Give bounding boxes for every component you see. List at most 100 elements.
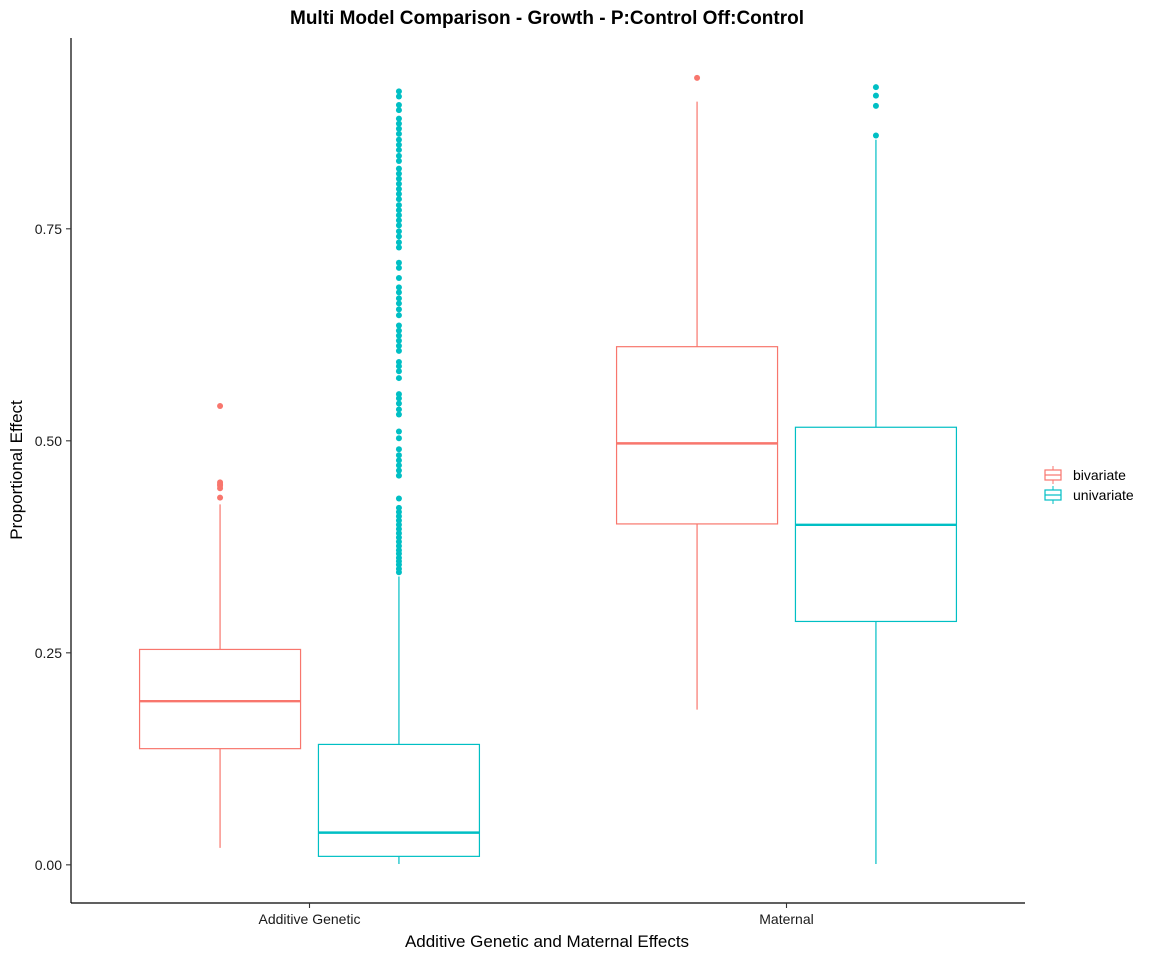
outlier-point bbox=[395, 504, 402, 511]
outlier-point bbox=[395, 467, 402, 474]
legend-item-bivariate: bivariate bbox=[1044, 466, 1126, 484]
x-axis-title: Additive Genetic and Maternal Effects bbox=[405, 932, 689, 951]
outlier-point bbox=[395, 202, 402, 209]
outlier-point bbox=[395, 180, 402, 187]
outlier-point bbox=[395, 306, 402, 313]
outlier-point bbox=[395, 107, 402, 114]
outlier-point bbox=[395, 93, 402, 100]
outlier-point bbox=[395, 542, 402, 549]
outlier-point bbox=[395, 284, 402, 291]
outlier-point bbox=[395, 375, 402, 382]
outlier-point bbox=[395, 472, 402, 479]
x-tick-label: Maternal bbox=[759, 911, 813, 927]
outlier-point bbox=[395, 363, 402, 370]
outlier-point bbox=[395, 565, 402, 572]
outlier-point bbox=[395, 212, 402, 219]
outlier-point bbox=[395, 136, 402, 143]
interquartile-box bbox=[317, 743, 481, 857]
legend-label: bivariate bbox=[1073, 467, 1126, 483]
box-bivariate-maternal bbox=[615, 74, 779, 710]
outlier-point bbox=[395, 495, 402, 502]
outlier-point bbox=[395, 538, 402, 545]
outlier-point bbox=[217, 494, 224, 501]
outlier-point bbox=[395, 509, 402, 516]
outlier-point bbox=[395, 411, 402, 418]
outlier-point bbox=[395, 554, 402, 561]
outlier-point bbox=[217, 479, 224, 486]
outlier-point bbox=[872, 132, 879, 139]
outlier-point bbox=[395, 452, 402, 459]
outlier-point bbox=[395, 239, 402, 246]
y-tick-label: 0.75 bbox=[35, 221, 62, 237]
y-axis-title: Proportional Effect bbox=[7, 400, 26, 540]
legend-label: univariate bbox=[1073, 487, 1134, 503]
outlier-point bbox=[395, 435, 402, 442]
outlier-point bbox=[395, 358, 402, 365]
outlier-point bbox=[694, 74, 701, 81]
outlier-point bbox=[872, 92, 879, 99]
outlier-point bbox=[395, 526, 402, 533]
outlier-point bbox=[395, 115, 402, 122]
box-univariate-additive-genetic bbox=[317, 88, 481, 864]
outlier-point bbox=[395, 342, 402, 349]
outlier-point bbox=[395, 513, 402, 520]
outlier-point bbox=[395, 295, 402, 302]
outlier-point bbox=[395, 125, 402, 132]
legend-item-univariate: univariate bbox=[1044, 486, 1134, 504]
outlier-point bbox=[872, 84, 879, 91]
outlier-point bbox=[395, 217, 402, 224]
outlier-point bbox=[395, 146, 402, 153]
outlier-point bbox=[395, 101, 402, 108]
y-tick-label: 0.25 bbox=[35, 645, 62, 661]
interquartile-box bbox=[615, 346, 779, 525]
y-axis-ticks: 0.00 0.25 0.50 0.75 bbox=[35, 221, 71, 873]
outlier-point bbox=[395, 332, 402, 339]
outlier-point bbox=[395, 196, 402, 203]
outlier-point bbox=[395, 120, 402, 127]
outlier-point bbox=[395, 521, 402, 528]
outlier-point bbox=[395, 457, 402, 464]
outlier-point bbox=[395, 259, 402, 266]
outlier-point bbox=[395, 462, 402, 469]
y-tick-label: 0.50 bbox=[35, 433, 62, 449]
outlier-point bbox=[395, 300, 402, 307]
outlier-point bbox=[395, 337, 402, 344]
outlier-point bbox=[395, 175, 402, 182]
outlier-point bbox=[217, 403, 224, 410]
outlier-point bbox=[395, 312, 402, 319]
outlier-point bbox=[395, 88, 402, 95]
outlier-point bbox=[395, 395, 402, 402]
outlier-point bbox=[395, 530, 402, 537]
legend: bivariate univariate bbox=[1044, 466, 1134, 504]
box-univariate-maternal bbox=[794, 84, 958, 864]
outlier-point bbox=[395, 534, 402, 541]
outlier-point bbox=[395, 207, 402, 214]
outlier-point bbox=[395, 157, 402, 164]
outlier-point bbox=[395, 391, 402, 398]
outlier-point bbox=[395, 152, 402, 159]
outlier-point bbox=[395, 244, 402, 251]
outlier-point bbox=[395, 191, 402, 198]
outlier-point bbox=[395, 130, 402, 137]
outlier-point bbox=[395, 517, 402, 524]
outlier-point bbox=[395, 274, 402, 281]
outlier-point bbox=[395, 322, 402, 329]
outlier-point bbox=[395, 446, 402, 453]
outlier-point bbox=[872, 102, 879, 109]
outlier-point bbox=[395, 428, 402, 435]
outlier-point bbox=[395, 406, 402, 413]
y-tick-label: 0.00 bbox=[35, 857, 62, 873]
outlier-point bbox=[395, 170, 402, 177]
outlier-point bbox=[395, 289, 402, 296]
interquartile-box bbox=[138, 648, 302, 750]
outlier-point bbox=[395, 185, 402, 192]
outlier-point bbox=[395, 264, 402, 271]
box-bivariate-additive-genetic bbox=[138, 403, 302, 848]
outlier-point bbox=[395, 141, 402, 148]
x-tick-label: Additive Genetic bbox=[259, 911, 361, 927]
outlier-point bbox=[395, 547, 402, 554]
outlier-point bbox=[395, 327, 402, 334]
x-axis-ticks: Additive Genetic Maternal bbox=[259, 903, 814, 927]
outlier-point bbox=[395, 222, 402, 229]
outlier-point bbox=[395, 400, 402, 407]
